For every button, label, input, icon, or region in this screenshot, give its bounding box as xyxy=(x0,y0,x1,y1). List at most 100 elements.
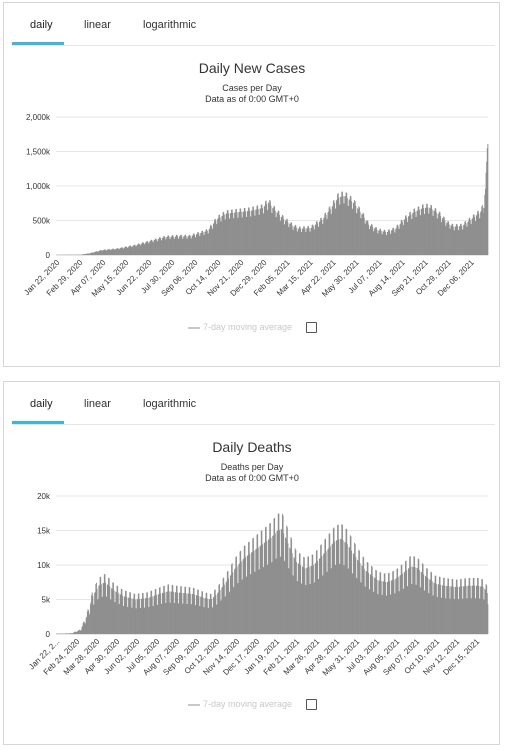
bar xyxy=(326,218,328,255)
bar xyxy=(177,592,179,634)
bar xyxy=(411,584,413,634)
bar xyxy=(441,222,443,255)
bar xyxy=(125,590,127,634)
tab-daily[interactable]: daily xyxy=(30,398,53,410)
bar xyxy=(443,577,445,634)
bar xyxy=(400,223,402,255)
tab-linear[interactable]: linear xyxy=(84,398,111,410)
bar xyxy=(411,219,413,255)
bar xyxy=(355,577,357,634)
bar xyxy=(454,226,456,255)
bar xyxy=(437,584,439,634)
bar xyxy=(260,204,262,255)
bar xyxy=(295,227,297,255)
tab-linear[interactable]: linear xyxy=(84,19,111,31)
bar xyxy=(471,598,472,634)
bar xyxy=(336,540,338,634)
bar xyxy=(222,586,223,634)
bar xyxy=(192,593,194,634)
bar xyxy=(84,254,86,255)
bar xyxy=(302,228,304,255)
bar xyxy=(402,225,404,255)
bar xyxy=(344,542,346,634)
bar xyxy=(187,593,189,634)
bar xyxy=(322,575,324,634)
bar xyxy=(139,244,140,255)
bar xyxy=(92,252,94,255)
bar xyxy=(393,229,395,255)
bar xyxy=(339,563,341,634)
bar xyxy=(446,585,448,634)
bar xyxy=(198,233,200,255)
bar xyxy=(312,565,314,634)
bar xyxy=(280,529,282,634)
bar xyxy=(238,212,240,255)
bar xyxy=(463,225,465,255)
bar xyxy=(214,219,216,255)
bar xyxy=(466,226,468,255)
legend: 7-day moving average xyxy=(4,322,501,334)
bar xyxy=(429,579,431,634)
bar xyxy=(388,572,390,634)
bar xyxy=(65,633,67,634)
bar xyxy=(482,586,484,634)
bar xyxy=(427,207,429,255)
bar xyxy=(108,249,110,255)
bar xyxy=(478,218,480,255)
bar xyxy=(348,206,349,255)
bar xyxy=(280,216,282,255)
bar xyxy=(92,605,94,634)
y-tick-label: 20k xyxy=(37,492,51,501)
bar xyxy=(410,566,412,634)
bar xyxy=(383,573,385,634)
bar xyxy=(425,576,427,634)
bar xyxy=(486,585,488,634)
bar xyxy=(278,211,280,255)
bar xyxy=(326,572,328,634)
bar xyxy=(147,241,149,255)
bar xyxy=(99,250,101,255)
bar xyxy=(105,596,107,634)
bar xyxy=(459,226,461,255)
bar xyxy=(224,219,226,255)
bar xyxy=(99,577,101,634)
bar xyxy=(320,544,322,634)
bar xyxy=(398,229,400,255)
bar xyxy=(386,232,388,255)
tab-logarithmic[interactable]: logarithmic xyxy=(143,19,197,31)
bar xyxy=(271,213,273,255)
bar xyxy=(446,223,448,255)
bar xyxy=(214,218,216,255)
bar xyxy=(106,250,108,255)
bar xyxy=(157,604,159,634)
bar xyxy=(325,551,327,634)
bar xyxy=(127,247,129,255)
bar xyxy=(234,212,236,255)
bar xyxy=(91,594,93,634)
bar xyxy=(337,193,339,255)
bar xyxy=(274,206,276,255)
bar xyxy=(312,226,314,255)
moving-average-checkbox[interactable] xyxy=(306,322,318,334)
bar xyxy=(268,203,270,255)
bar xyxy=(437,218,439,255)
bar xyxy=(257,209,259,255)
bar xyxy=(476,214,478,255)
tab-daily[interactable]: daily xyxy=(30,19,53,31)
bar xyxy=(388,229,389,255)
bar xyxy=(480,212,482,255)
bar xyxy=(122,605,124,634)
bar xyxy=(462,598,464,634)
bar xyxy=(240,550,242,634)
tab-logarithmic[interactable]: logarithmic xyxy=(143,398,197,410)
bar xyxy=(340,538,342,634)
bar xyxy=(338,564,340,634)
bar xyxy=(238,563,240,634)
bar xyxy=(468,218,470,255)
bar xyxy=(202,591,203,634)
bar xyxy=(343,565,345,634)
moving-average-checkbox[interactable] xyxy=(306,699,318,711)
bar xyxy=(377,594,379,634)
bar xyxy=(424,590,426,634)
bar xyxy=(407,221,409,255)
